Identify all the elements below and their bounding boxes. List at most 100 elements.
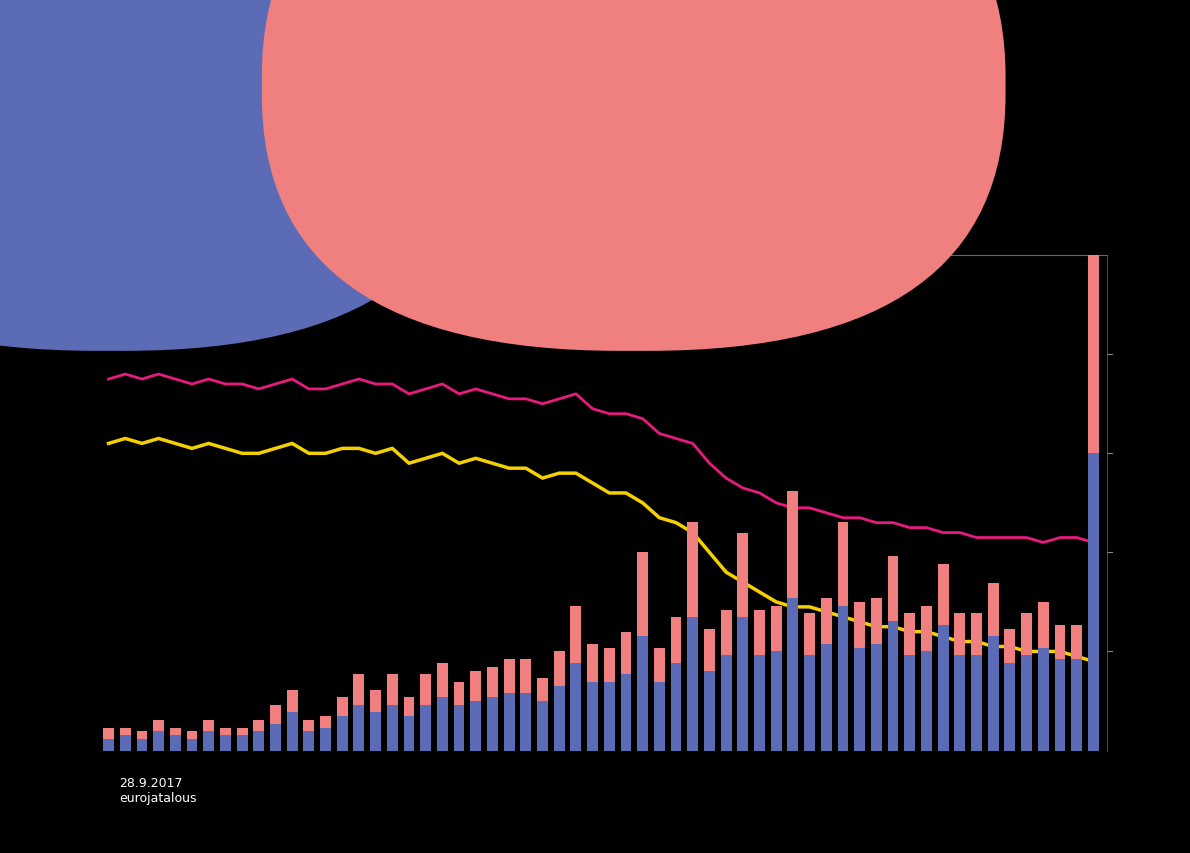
Bar [888, 621, 898, 751]
Bar [1088, 256, 1098, 454]
Bar [838, 606, 848, 751]
Bar [303, 720, 314, 732]
Bar [120, 728, 131, 735]
Bar [237, 728, 248, 735]
Text: Opintotuki, lkm: Opintotuki, lkm [657, 85, 775, 101]
Bar [420, 675, 431, 705]
Bar [904, 655, 915, 751]
Bar [938, 625, 948, 751]
Bar [1021, 613, 1032, 655]
Bar [938, 564, 948, 625]
Bar [704, 670, 715, 751]
Bar [320, 728, 331, 751]
Bar [154, 732, 164, 751]
Bar [804, 655, 815, 751]
Bar [553, 652, 564, 686]
Bar [654, 648, 665, 682]
Bar [804, 613, 815, 655]
Bar [671, 663, 682, 751]
Bar [520, 693, 531, 751]
Bar [871, 599, 882, 644]
Bar [688, 618, 699, 751]
Bar [270, 724, 281, 751]
Bar [387, 675, 397, 705]
Bar [537, 678, 547, 701]
Bar [871, 644, 882, 751]
Bar [137, 740, 148, 751]
Bar [154, 720, 164, 732]
Bar [638, 553, 649, 636]
Bar [220, 735, 231, 751]
Bar [387, 705, 397, 751]
Bar [453, 705, 464, 751]
Bar [337, 698, 347, 717]
Bar [738, 618, 749, 751]
Bar [620, 633, 632, 675]
Bar [638, 636, 649, 751]
Bar [788, 492, 798, 599]
Bar [187, 732, 198, 740]
Text: Opintolaina, %: Opintolaina, % [657, 136, 769, 152]
Bar [104, 740, 114, 751]
Bar [888, 556, 898, 621]
Bar [370, 712, 381, 751]
Bar [1071, 659, 1082, 751]
Bar [921, 606, 932, 652]
Bar [603, 648, 615, 682]
Bar [788, 599, 798, 751]
Bar [971, 613, 982, 655]
Bar [337, 717, 347, 751]
Bar [320, 717, 331, 728]
Bar [1038, 648, 1048, 751]
Bar [220, 728, 231, 735]
Bar [253, 732, 264, 751]
Bar [437, 663, 447, 698]
Bar [420, 705, 431, 751]
Bar [253, 720, 264, 732]
Bar [754, 610, 765, 655]
Text: Opintolaina, lkm: Opintolaina, lkm [133, 85, 259, 101]
Bar [1021, 655, 1032, 751]
Bar [754, 655, 765, 751]
Bar [771, 606, 782, 652]
Bar [921, 652, 932, 751]
Bar [287, 690, 298, 712]
Text: Opintotuki, %: Opintotuki, % [133, 136, 238, 152]
Bar [187, 740, 198, 751]
Bar [270, 705, 281, 724]
Bar [988, 583, 998, 636]
Bar [403, 717, 414, 751]
Bar [353, 705, 364, 751]
Bar [854, 648, 865, 751]
Bar [203, 720, 214, 732]
Bar [1071, 625, 1082, 659]
Bar [671, 618, 682, 663]
Bar [237, 735, 248, 751]
Bar [620, 675, 632, 751]
Bar [721, 655, 732, 751]
Bar [587, 644, 599, 682]
Bar [1004, 629, 1015, 663]
Bar [854, 602, 865, 648]
Bar [370, 690, 381, 712]
Bar [120, 735, 131, 751]
Bar [403, 698, 414, 717]
Bar [838, 522, 848, 606]
Bar [1054, 625, 1065, 659]
Bar [688, 522, 699, 618]
Bar [520, 659, 531, 693]
Bar [821, 599, 832, 644]
Bar [988, 636, 998, 751]
Bar [470, 670, 481, 701]
Bar [203, 732, 214, 751]
Bar [570, 663, 582, 751]
Bar [954, 655, 965, 751]
Bar [587, 682, 599, 751]
Bar [738, 534, 749, 618]
Bar [353, 675, 364, 705]
Bar [303, 732, 314, 751]
Bar [104, 728, 114, 740]
Bar [904, 613, 915, 655]
Bar [1088, 454, 1098, 751]
Text: 28.9.2017
eurojatalous: 28.9.2017 eurojatalous [119, 776, 196, 804]
